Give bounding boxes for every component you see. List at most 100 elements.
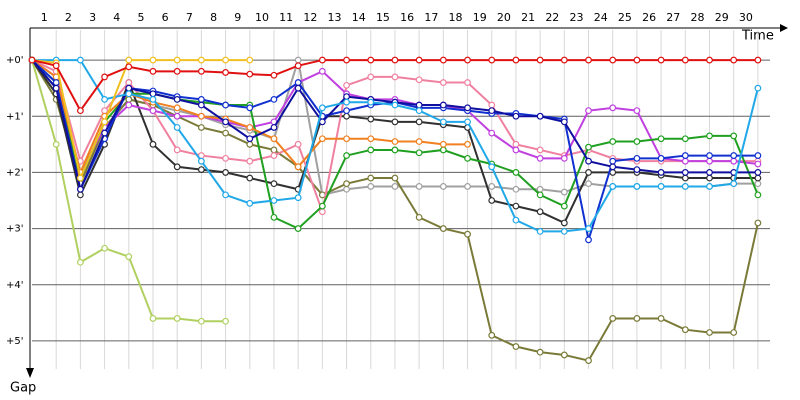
lap-point — [76, 258, 84, 266]
lap-point — [609, 157, 617, 165]
lap-point — [270, 152, 278, 159]
lap-point — [681, 157, 689, 165]
lap-point — [706, 157, 713, 165]
lap-point — [585, 157, 592, 165]
lap-point — [415, 149, 423, 157]
lap-point — [439, 56, 447, 64]
lap-point — [222, 317, 229, 325]
lap-point — [222, 118, 229, 126]
lap-point — [318, 208, 326, 216]
lap-point — [391, 118, 399, 126]
lap-point — [367, 56, 375, 64]
lap-point — [367, 135, 375, 143]
lap-point — [488, 331, 496, 339]
lap-point — [149, 90, 157, 98]
lap-point — [730, 329, 738, 336]
y-tick-label: +0' — [6, 55, 24, 66]
x-tick-label: 25 — [618, 11, 632, 24]
lap-point — [609, 138, 617, 145]
lap-point — [754, 191, 762, 199]
lap-point — [730, 132, 738, 140]
series — [28, 56, 762, 364]
x-tick-label: 7 — [186, 11, 193, 24]
lap-point — [536, 191, 544, 199]
lap-point — [585, 180, 592, 188]
lap-point — [222, 56, 229, 64]
lap-point — [52, 62, 60, 70]
lap-point — [536, 348, 544, 356]
lap-point — [560, 118, 568, 126]
lap-point — [657, 169, 665, 176]
lap-point — [76, 174, 84, 182]
lap-point — [657, 183, 665, 190]
lap-point — [633, 166, 641, 174]
lap-point — [681, 56, 689, 64]
lap-point — [633, 138, 641, 145]
lap-point — [609, 163, 617, 171]
lap-point — [197, 56, 205, 64]
lap-point — [270, 197, 278, 204]
lap-point — [76, 185, 84, 193]
x-tick-label: 2 — [65, 11, 72, 24]
lap-point — [173, 56, 181, 64]
lap-point — [125, 79, 133, 86]
lap-point — [294, 62, 302, 70]
lap-point — [391, 146, 399, 154]
grid: 1 2 3 4 5 6 7 8 9 10 11 12 13 14 15 16 17 18 19 20 21 22 23 24 2… — [6, 11, 770, 369]
lap-point — [681, 135, 689, 143]
lap-point — [173, 104, 181, 112]
lap-point — [560, 202, 568, 210]
lap-point — [415, 56, 423, 64]
lap-point — [76, 107, 84, 115]
lap-point — [343, 180, 350, 188]
lap-point — [367, 73, 375, 81]
lap-point — [270, 124, 278, 131]
lap-point — [512, 202, 520, 210]
lap-point — [512, 140, 520, 148]
x-tick-label: 21 — [521, 11, 535, 24]
lap-point — [560, 154, 568, 162]
lap-point — [149, 140, 157, 148]
lap-point — [173, 124, 181, 131]
x-tick-label: 16 — [400, 11, 414, 24]
x-tick-label: 18 — [449, 11, 463, 24]
lap-point — [585, 236, 592, 244]
lap-point — [415, 213, 423, 221]
lap-point — [222, 129, 229, 137]
lap-point — [464, 56, 471, 64]
x-tick-label: 8 — [210, 11, 217, 24]
lap-point — [439, 140, 447, 148]
lap-point — [415, 118, 423, 126]
lap-point — [464, 183, 471, 190]
lap-point — [706, 174, 713, 182]
lap-point — [706, 183, 713, 190]
lap-point — [706, 152, 713, 159]
lap-point — [488, 183, 496, 190]
lap-point — [343, 81, 350, 89]
lap-point — [294, 163, 302, 171]
lap-point — [343, 98, 350, 106]
lap-point — [609, 315, 617, 322]
lap-point — [585, 56, 592, 64]
lap-point — [730, 157, 738, 165]
lap-point — [657, 135, 665, 143]
lap-point — [343, 112, 350, 120]
lap-point — [754, 152, 762, 159]
lap-point — [294, 140, 302, 148]
lap-point — [681, 169, 689, 176]
lap-point — [464, 118, 471, 126]
lap-point — [464, 140, 471, 148]
x-tick-label: 19 — [473, 11, 487, 24]
x-tick-label: 27 — [666, 11, 680, 24]
lap-point — [706, 169, 713, 176]
lap-point — [633, 315, 641, 322]
lap-point — [633, 154, 641, 162]
lap-point — [318, 202, 326, 210]
lap-point — [657, 56, 665, 64]
x-tick-label: 30 — [739, 11, 753, 24]
lap-point — [294, 79, 302, 86]
lap-point — [173, 146, 181, 154]
lap-point — [415, 183, 423, 190]
y-tick-label: +3' — [6, 224, 24, 235]
lap-point — [633, 107, 641, 115]
